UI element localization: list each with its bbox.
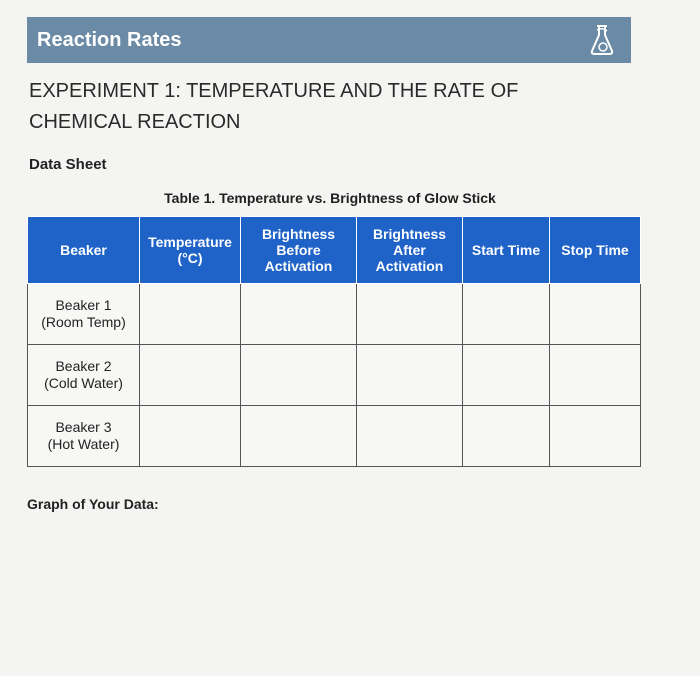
column-header: Brightness After Activation	[356, 216, 463, 284]
row-label-line: (Cold Water)	[44, 375, 123, 391]
column-header: Temperature (°C)	[139, 216, 241, 284]
header-title: Reaction Rates	[37, 29, 182, 51]
header-line: Activation	[264, 258, 333, 274]
empty-cell	[356, 344, 463, 406]
column-header: Brightness Before Activation	[240, 216, 357, 284]
row-label: Beaker 2 (Cold Water)	[27, 344, 140, 406]
empty-cell	[462, 283, 550, 345]
empty-cell	[240, 283, 357, 345]
header-line: Start Time	[471, 242, 541, 258]
row-label-line: Beaker 2	[55, 358, 112, 374]
header-row: Beaker Temperature (°C) Brightness Before Act…	[27, 216, 641, 284]
empty-cell	[462, 405, 550, 467]
empty-cell	[240, 405, 357, 467]
data-table: Beaker Temperature (°C) Brightness Before Act…	[27, 216, 641, 467]
header-line: Temperature	[148, 234, 232, 250]
header-line: Stop Time	[561, 242, 629, 258]
empty-cell	[549, 283, 641, 345]
header-line: Activation	[375, 258, 444, 274]
header-line: Before	[276, 242, 321, 258]
row-label-line: Beaker 1	[55, 297, 112, 313]
header-line: (°C)	[177, 250, 203, 266]
header-line: Beaker	[60, 242, 107, 258]
empty-cell	[356, 283, 463, 345]
row-label: Beaker 3 (Hot Water)	[27, 405, 140, 467]
header-line: Brightness	[261, 226, 336, 242]
graph-label: Graph of Your Data:	[27, 496, 159, 512]
table-row: Beaker 3 (Hot Water)	[27, 405, 641, 467]
header-line: After	[393, 242, 426, 258]
empty-cell	[549, 405, 641, 467]
empty-cell	[356, 405, 463, 467]
header-bar: Reaction Rates	[27, 17, 631, 63]
column-header: Start Time	[462, 216, 550, 284]
empty-cell	[240, 344, 357, 406]
table-caption: Table 1. Temperature vs. Brightness of G…	[164, 190, 496, 206]
empty-cell	[462, 344, 550, 406]
row-label-line: Beaker 3	[55, 419, 112, 435]
flask-icon	[590, 25, 614, 55]
header-line: Brightness	[372, 226, 447, 242]
row-label-line: (Room Temp)	[41, 314, 126, 330]
column-header: Stop Time	[549, 216, 641, 284]
empty-cell	[139, 344, 241, 406]
table-row: Beaker 2 (Cold Water)	[27, 344, 641, 406]
section-label: Data Sheet	[29, 156, 107, 173]
column-header: Beaker	[27, 216, 140, 284]
empty-cell	[139, 405, 241, 467]
row-label-line: (Hot Water)	[47, 436, 120, 452]
table-row: Beaker 1 (Room Temp)	[27, 283, 641, 345]
empty-cell	[139, 283, 241, 345]
empty-cell	[549, 344, 641, 406]
experiment-heading: EXPERIMENT 1: TEMPERATURE AND THE RATE O…	[29, 80, 519, 133]
row-label: Beaker 1 (Room Temp)	[27, 283, 140, 345]
